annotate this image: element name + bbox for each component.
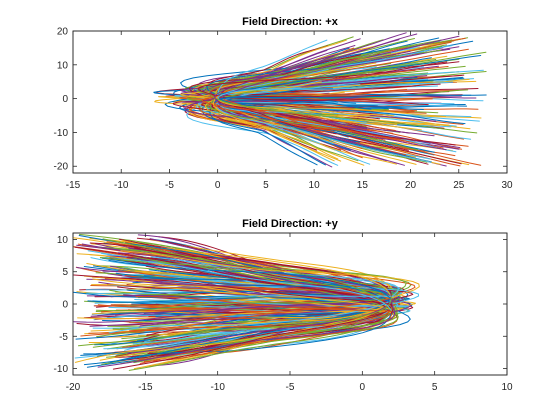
x-tick-label: 10 [309,180,321,191]
x-tick-label: -10 [210,382,225,393]
x-tick-label: 15 [357,180,369,191]
y-tick-label: 10 [57,235,69,246]
trajectory-series-line [191,39,347,101]
trajectory-series-line [190,96,482,166]
trajectory-series-group [72,233,420,371]
axes-frame [72,30,508,174]
y-tick-label: 5 [62,267,68,278]
trajectory-series-line [215,94,487,101]
x-tick-label: 5 [263,180,269,191]
trajectory-series-line [201,100,334,109]
chart-title: Field Direction: +x [242,16,339,28]
trajectory-series-line [139,279,412,314]
x-tick-label: 10 [501,382,513,393]
trajectory-series-line [217,98,447,117]
trajectory-series-line [203,55,335,100]
y-tick-label: -20 [54,162,69,173]
y-axis-ticks: -20 -10 0 10 20 [54,27,507,173]
trajectory-series-line [78,235,392,304]
trajectory-series-line [204,95,396,131]
trajectory-series-line [217,81,454,98]
y-tick-label: 0 [62,300,68,311]
x-tick-label: -5 [286,382,295,393]
trajectory-series-line [180,75,428,96]
trajectory-series-line [102,238,392,312]
subplot-field-direction-x: Field Direction: +x -15 -10 -5 0 5 10 15 20 25 30… [54,16,513,191]
trajectory-series-line [217,39,328,96]
trajectory-series-line [130,245,392,299]
x-tick-label: 0 [360,382,366,393]
trajectory-series-line [83,275,392,314]
trajectory-series-line [217,98,478,134]
trajectory-series-line [205,97,335,162]
trajectory-series-line [217,54,362,100]
y-axis-ticks: -10 -5 0 5 10 [54,235,507,375]
x-axis-ticks: -15 -10 -5 0 5 10 15 20 25 30 [66,31,513,191]
x-tick-label: 5 [432,382,438,393]
trajectory-series-line [74,297,392,363]
x-tick-label: -15 [138,382,153,393]
trajectory-series-line [215,100,432,163]
trajectory-series-line [197,61,448,97]
trajectory-series-line [112,299,393,370]
y-tick-label: -10 [54,364,69,375]
trajectory-series-line [214,32,407,102]
trajectory-series-line [150,256,399,298]
y-tick-label: 20 [57,27,69,38]
trajectory-series-line [87,297,392,303]
trajectory-series-group [153,32,487,168]
trajectory-series-line [215,62,377,97]
trajectory-series-line [148,261,392,311]
x-tick-label: 0 [215,180,221,191]
x-tick-label: -10 [114,180,129,191]
x-tick-label: 25 [453,180,465,191]
subplot-field-direction-y: Field Direction: +y -20 -15 -10 -5 0 5 10 -10-… [54,218,513,393]
trajectory-series-line [209,48,469,100]
trajectory-series-line [108,259,392,300]
x-tick-label: -15 [66,180,81,191]
trajectory-series-line [92,278,392,311]
trajectory-series-line [217,94,466,125]
trajectory-series-line [214,101,335,132]
y-tick-label: -5 [59,332,68,343]
x-tick-label: -20 [66,382,81,393]
trajectory-series-line [134,295,392,301]
x-axis-ticks: -20 -15 -10 -5 0 5 10 [66,233,513,393]
trajectory-series-line [77,310,392,320]
trajectory-series-line [213,95,342,162]
trajectory-series-line [215,39,400,99]
trajectory-series-line [108,299,392,334]
y-tick-label: 0 [62,94,68,105]
trajectory-series-line [143,309,392,362]
x-tick-label: 30 [501,180,513,191]
trajectory-series-line [135,296,392,312]
trajectory-series-line [149,296,392,342]
x-tick-label: -5 [165,180,174,191]
y-tick-label: -10 [54,128,69,139]
trajectory-series-line [208,49,392,101]
trajectory-series-line [217,35,460,103]
trajectory-series-line [159,300,392,336]
chart-title: Field Direction: +y [242,218,339,230]
x-tick-label: 20 [405,180,417,191]
y-tick-label: 10 [57,60,69,71]
trajectory-series-line [217,100,367,123]
trajectory-series-line [109,312,392,363]
trajectory-series-line [73,274,392,306]
trajectory-series-line [202,96,359,133]
trajectory-series-line [120,250,420,299]
trajectory-series-line [213,55,482,99]
